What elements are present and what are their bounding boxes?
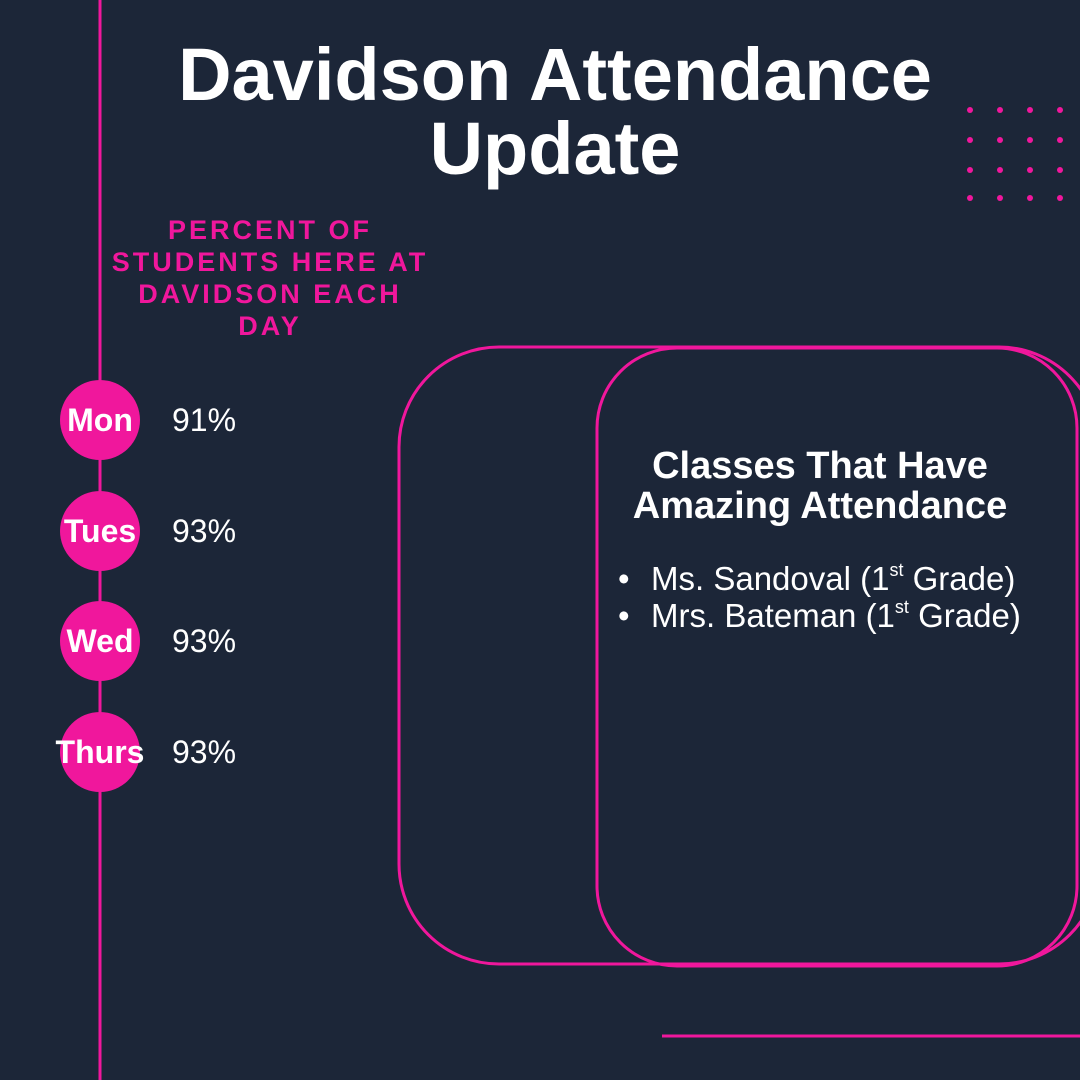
dot-grid xyxy=(967,107,1063,201)
day-percent: 91% xyxy=(172,402,237,438)
day-percent: 93% xyxy=(172,513,237,549)
class-name: Mrs. Bateman (1 xyxy=(651,597,895,634)
class-item: Ms. Sandoval (1st Grade) xyxy=(618,560,1021,597)
title: Davidson Attendance Update xyxy=(178,33,932,190)
classes-heading: Classes That Have Amazing Attendance xyxy=(632,445,1008,527)
class-grade: Grade) xyxy=(908,597,1021,634)
inner-frame xyxy=(595,346,1079,968)
outer-frame xyxy=(397,345,1080,966)
day-circles xyxy=(60,380,140,792)
day-percent: 93% xyxy=(172,734,237,770)
class-item: Mrs. Bateman (1st Grade) xyxy=(618,597,1021,634)
ordinal-suffix: st xyxy=(894,597,909,617)
day-label: Tues xyxy=(63,513,137,549)
day-percent: 93% xyxy=(172,623,237,659)
day-label: Mon xyxy=(67,402,133,438)
day-label: Thurs xyxy=(55,734,145,770)
classes-list: Ms. Sandoval (1st Grade)Mrs. Bateman (1s… xyxy=(618,560,1021,634)
subtitle: PERCENT OF STUDENTS HERE AT DAVIDSON EAC… xyxy=(111,215,429,341)
day-label: Wed xyxy=(66,623,134,659)
class-grade: Grade) xyxy=(903,560,1016,597)
class-name: Ms. Sandoval (1 xyxy=(651,560,890,597)
ordinal-suffix: st xyxy=(889,560,904,580)
